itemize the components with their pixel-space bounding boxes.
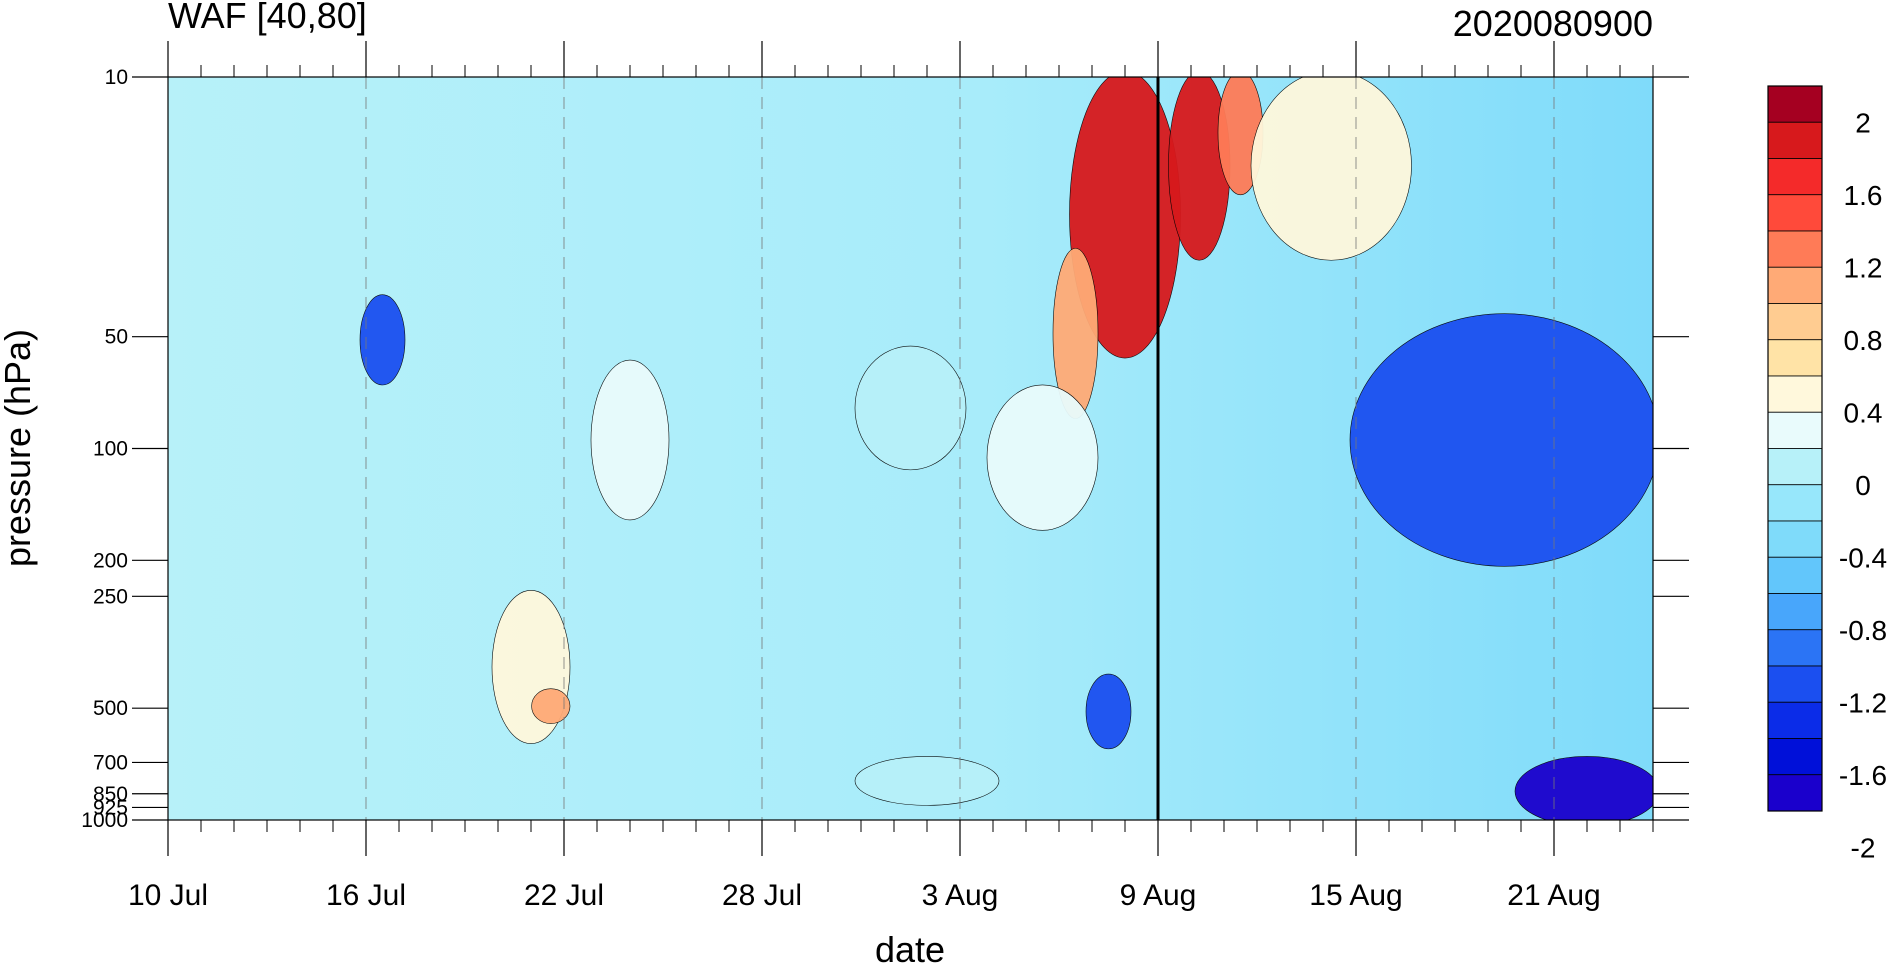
colorbar-swatch-2 — [1767, 158, 1823, 196]
contour-region-8 — [531, 688, 571, 724]
y-axis-label: pressure (hPa) — [0, 329, 38, 567]
colorbar-swatch-19 — [1767, 774, 1823, 812]
x-tick-label-3: 28 Jul — [722, 879, 802, 912]
x-tick-label-6: 15 Aug — [1309, 879, 1402, 912]
contour-region-6 — [590, 359, 670, 521]
x-tick-label-2: 22 Jul — [524, 879, 604, 912]
colorbar-frame — [1767, 85, 1823, 812]
colorbar-labels: 2 1.6 1.2 0.8 0.4 0 -0.4 -0.8 -1.2 -1.6 -2 — [1839, 107, 1887, 863]
contour-plot-area — [168, 77, 1653, 820]
colorbar-swatch-12 — [1767, 520, 1823, 558]
colorbar-swatch-13 — [1767, 556, 1823, 594]
contour-region-10 — [854, 756, 1000, 806]
y-tick-label-9: 1000 — [81, 809, 128, 832]
y-tick-label-8: 925 — [93, 796, 128, 819]
colorbar — [1767, 85, 1823, 812]
chart-title-right: 2020080900 — [1453, 3, 1653, 44]
colorbar-label-10: -2 — [1851, 832, 1876, 863]
contour-region-1 — [1168, 77, 1231, 261]
date-gridlines — [168, 77, 1555, 820]
colorbar-label-3: 0.8 — [1844, 325, 1883, 356]
colorbar-label-5: 0 — [1855, 470, 1871, 501]
colorbar-swatch-3 — [1767, 194, 1823, 232]
x-tick-label-4: 3 Aug — [922, 879, 999, 912]
contour-region-11 — [1349, 313, 1653, 567]
colorbar-swatch-4 — [1767, 230, 1823, 268]
chart-title-left: WAF [40,80] — [168, 0, 367, 36]
x-tick-label-5: 9 Aug — [1120, 879, 1197, 912]
colorbar-swatch-11 — [1767, 484, 1823, 522]
x-tick-label-7: 21 Aug — [1507, 879, 1600, 912]
y-tick-label-6: 700 — [93, 751, 128, 774]
colorbar-label-9: -1.6 — [1839, 760, 1887, 791]
y-tick-label-5: 500 — [93, 697, 128, 720]
colorbar-swatch-0 — [1767, 85, 1823, 123]
y-tick-label-1: 50 — [105, 326, 128, 349]
colorbar-label-4: 0.4 — [1844, 397, 1883, 428]
colorbar-label-6: -0.4 — [1839, 542, 1887, 573]
colorbar-swatch-10 — [1767, 448, 1823, 486]
colorbar-swatch-16 — [1767, 665, 1823, 703]
contour-region-13 — [359, 294, 406, 386]
contour-fill-regions — [359, 77, 1653, 820]
colorbar-swatch-17 — [1767, 701, 1823, 739]
colorbar-label-0: 2 — [1855, 107, 1871, 138]
y-tick-label-4: 250 — [93, 585, 128, 608]
y-tick-label-3: 200 — [93, 549, 128, 572]
colorbar-label-8: -1.2 — [1839, 687, 1887, 718]
colorbar-swatch-6 — [1767, 303, 1823, 341]
colorbar-swatch-18 — [1767, 738, 1823, 776]
x-axis-ticks: 10 Jul 16 Jul 22 Jul 28 Jul 3 Aug 9 Aug 15 Aug… — [128, 41, 1601, 912]
contour-region-9 — [854, 345, 967, 471]
y-tick-label-2: 100 — [93, 438, 128, 461]
colorbar-swatch-14 — [1767, 593, 1823, 631]
colorbar-label-7: -0.8 — [1839, 615, 1887, 646]
colorbar-swatch-5 — [1767, 266, 1823, 304]
contour-region-12 — [1514, 756, 1653, 820]
colorbar-swatch-8 — [1767, 375, 1823, 413]
y-tick-label-7: 850 — [93, 783, 128, 806]
colorbar-label-2: 1.2 — [1844, 252, 1883, 283]
x-tick-label-0: 10 Jul — [128, 879, 208, 912]
colorbar-swatch-1 — [1767, 121, 1823, 159]
colorbar-swatch-7 — [1767, 339, 1823, 377]
contour-region-5 — [986, 384, 1099, 531]
colorbar-swatch-15 — [1767, 629, 1823, 667]
x-axis-label: date — [875, 929, 945, 968]
contour-region-4 — [1250, 77, 1412, 261]
colorbar-swatch-9 — [1767, 411, 1823, 449]
x-tick-label-1: 16 Jul — [326, 879, 406, 912]
colorbar-label-1: 1.6 — [1844, 180, 1883, 211]
y-tick-label-0: 10 — [105, 66, 128, 89]
contour-region-14 — [1085, 673, 1132, 750]
